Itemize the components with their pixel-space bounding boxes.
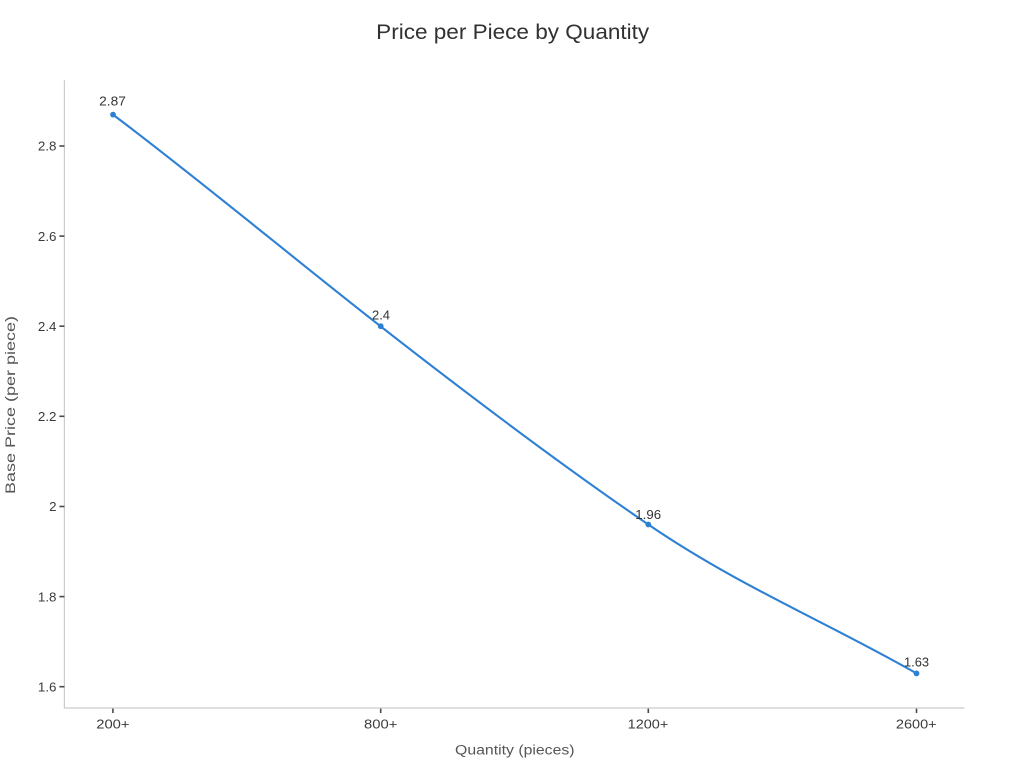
svg-text:Base Price (per piece): Base Price (per piece) bbox=[3, 316, 18, 494]
svg-text:800+: 800+ bbox=[364, 717, 398, 732]
svg-text:1200+: 1200+ bbox=[628, 717, 669, 732]
svg-text:Price per Piece by Quantity: Price per Piece by Quantity bbox=[376, 21, 650, 44]
svg-text:1.6: 1.6 bbox=[38, 679, 57, 694]
svg-text:2: 2 bbox=[49, 499, 56, 514]
svg-text:1.8: 1.8 bbox=[38, 589, 57, 604]
svg-text:2.87: 2.87 bbox=[99, 93, 126, 108]
svg-text:2.6: 2.6 bbox=[38, 229, 57, 244]
svg-text:2.4: 2.4 bbox=[38, 319, 57, 334]
svg-text:200+: 200+ bbox=[96, 717, 130, 732]
svg-text:1.96: 1.96 bbox=[635, 507, 661, 522]
svg-text:2.4: 2.4 bbox=[372, 308, 390, 323]
svg-text:2600+: 2600+ bbox=[896, 717, 937, 732]
svg-text:1.63: 1.63 bbox=[904, 654, 929, 669]
svg-text:Quantity (pieces): Quantity (pieces) bbox=[455, 743, 575, 758]
svg-text:2.8: 2.8 bbox=[38, 139, 57, 154]
svg-text:2.2: 2.2 bbox=[38, 409, 57, 424]
